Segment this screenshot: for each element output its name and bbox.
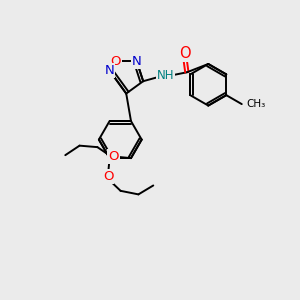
Text: O: O xyxy=(110,55,121,68)
Text: O: O xyxy=(103,170,113,183)
Text: O: O xyxy=(179,46,190,61)
Text: O: O xyxy=(109,150,119,163)
Text: NH: NH xyxy=(157,69,174,82)
Text: N: N xyxy=(132,55,142,68)
Text: CH₃: CH₃ xyxy=(246,99,266,109)
Text: N: N xyxy=(104,64,114,77)
